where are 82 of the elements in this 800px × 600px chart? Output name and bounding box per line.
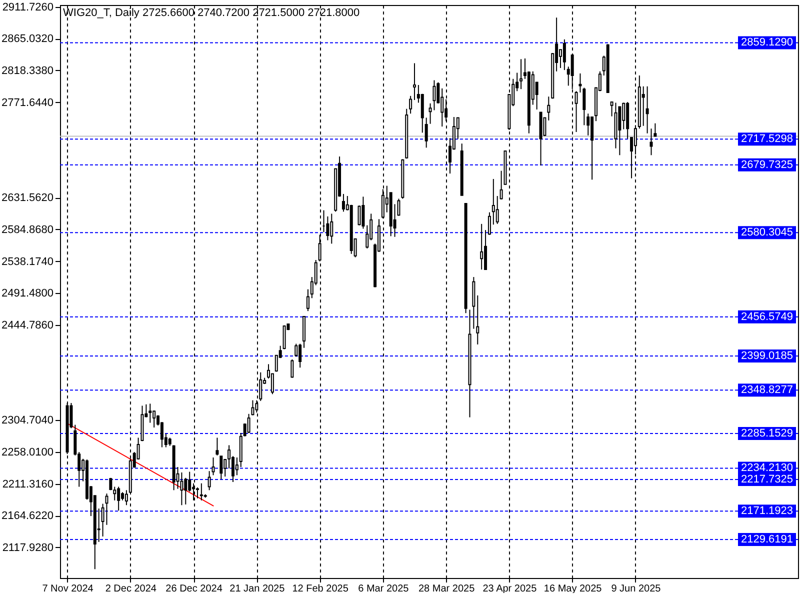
x-tick-label: 9 Jun 2025 xyxy=(611,584,662,594)
candlestick xyxy=(492,178,495,226)
candlestick xyxy=(216,437,219,456)
candlestick xyxy=(306,288,310,312)
x-tick-label: 7 Nov 2024 xyxy=(42,584,94,594)
y-tick-label: 2818.3380 xyxy=(2,64,54,77)
y-tick-label: 2117.9280 xyxy=(2,542,54,554)
chart-title: WIG20_T, Daily 2725.6600 2740.7200 2721.5000 2721.8000 xyxy=(63,7,360,19)
candlestick xyxy=(520,58,523,90)
y-tick-label: 2631.5620 xyxy=(2,192,54,204)
x-tick-label: 12 Feb 2025 xyxy=(292,584,349,594)
y-tick-label: 2771.6440 xyxy=(2,96,54,109)
candlestick xyxy=(646,86,649,134)
ref-line-label: 2234.2130 xyxy=(741,462,793,474)
candlestick xyxy=(212,456,215,476)
y-tick-label: 2491.4800 xyxy=(2,288,54,300)
candlestick xyxy=(152,410,156,428)
y-tick-label: 2444.7860 xyxy=(2,319,54,332)
candlestick xyxy=(654,122,657,137)
candlestick xyxy=(290,358,294,378)
candlestick xyxy=(622,102,626,130)
candlestick xyxy=(188,471,192,492)
candlestick xyxy=(582,87,586,126)
candlestick xyxy=(117,486,120,512)
candlestick xyxy=(547,96,550,121)
candlestick xyxy=(105,493,108,526)
candlestick xyxy=(650,128,653,156)
candlestick xyxy=(196,486,199,499)
candlestick xyxy=(251,400,254,416)
x-tick-label: 28 Mar 2025 xyxy=(418,584,476,594)
x-tick-label: 26 Dec 2024 xyxy=(166,584,223,594)
candlestick xyxy=(476,294,480,345)
ref-line-label: 2859.1290 xyxy=(741,36,793,49)
ref-line-label: 2217.7325 xyxy=(741,473,793,486)
ref-line-label: 2456.5749 xyxy=(741,310,793,323)
candlestick xyxy=(220,456,223,480)
candlestick xyxy=(424,117,428,148)
candlestick xyxy=(208,470,211,491)
candlestick xyxy=(484,230,488,270)
candlestick xyxy=(124,490,128,506)
x-tick-label: 2 Dec 2024 xyxy=(105,584,157,594)
candlestick xyxy=(409,95,412,114)
candlestick xyxy=(298,343,302,368)
candlestick xyxy=(148,403,152,424)
candlestick xyxy=(432,80,436,111)
candlestick xyxy=(326,216,330,241)
candlestick xyxy=(488,212,491,236)
candlestick xyxy=(562,38,566,71)
y-tick-label: 2164.6220 xyxy=(2,510,54,522)
ref-line-label: 2717.5298 xyxy=(741,133,793,146)
candlestick xyxy=(480,223,484,270)
candlestick xyxy=(420,93,424,134)
y-tick-label: 2211.3160 xyxy=(2,478,54,490)
candlestick xyxy=(496,196,499,224)
x-tick-label: 6 Mar 2025 xyxy=(358,584,410,594)
candlestick xyxy=(618,106,622,156)
y-tick-label: 2584.8680 xyxy=(2,224,54,236)
ref-line-label: 2580.3045 xyxy=(741,226,793,239)
y-tick-label: 2258.0100 xyxy=(2,446,54,459)
y-tick-label: 2865.0320 xyxy=(2,33,54,46)
candlestick xyxy=(500,170,503,200)
candlestick xyxy=(200,482,203,501)
candlestick xyxy=(342,193,345,212)
ref-line-label: 2348.8277 xyxy=(741,384,793,396)
ref-line-label: 2679.7325 xyxy=(741,158,793,171)
y-tick-label: 2911.7260 xyxy=(2,1,54,14)
candlestick xyxy=(358,205,361,226)
ref-line-label: 2129.6191 xyxy=(741,533,793,546)
candlestick xyxy=(330,213,334,244)
x-tick-label: 21 Jan 2025 xyxy=(230,584,286,594)
candlestick xyxy=(184,477,188,505)
candlestick xyxy=(413,62,416,100)
candlestick xyxy=(235,456,238,476)
candlestick xyxy=(270,373,274,395)
candlestick xyxy=(362,196,365,230)
ref-line-label: 2399.0185 xyxy=(741,350,793,362)
y-tick-label: 2304.7040 xyxy=(2,414,54,427)
candlestick xyxy=(590,116,594,180)
candlestick xyxy=(642,86,645,126)
ref-line-label: 2285.1529 xyxy=(741,428,793,440)
y-tick-label: 2538.1740 xyxy=(2,256,54,268)
ref-line-label: 2171.1923 xyxy=(741,505,793,518)
